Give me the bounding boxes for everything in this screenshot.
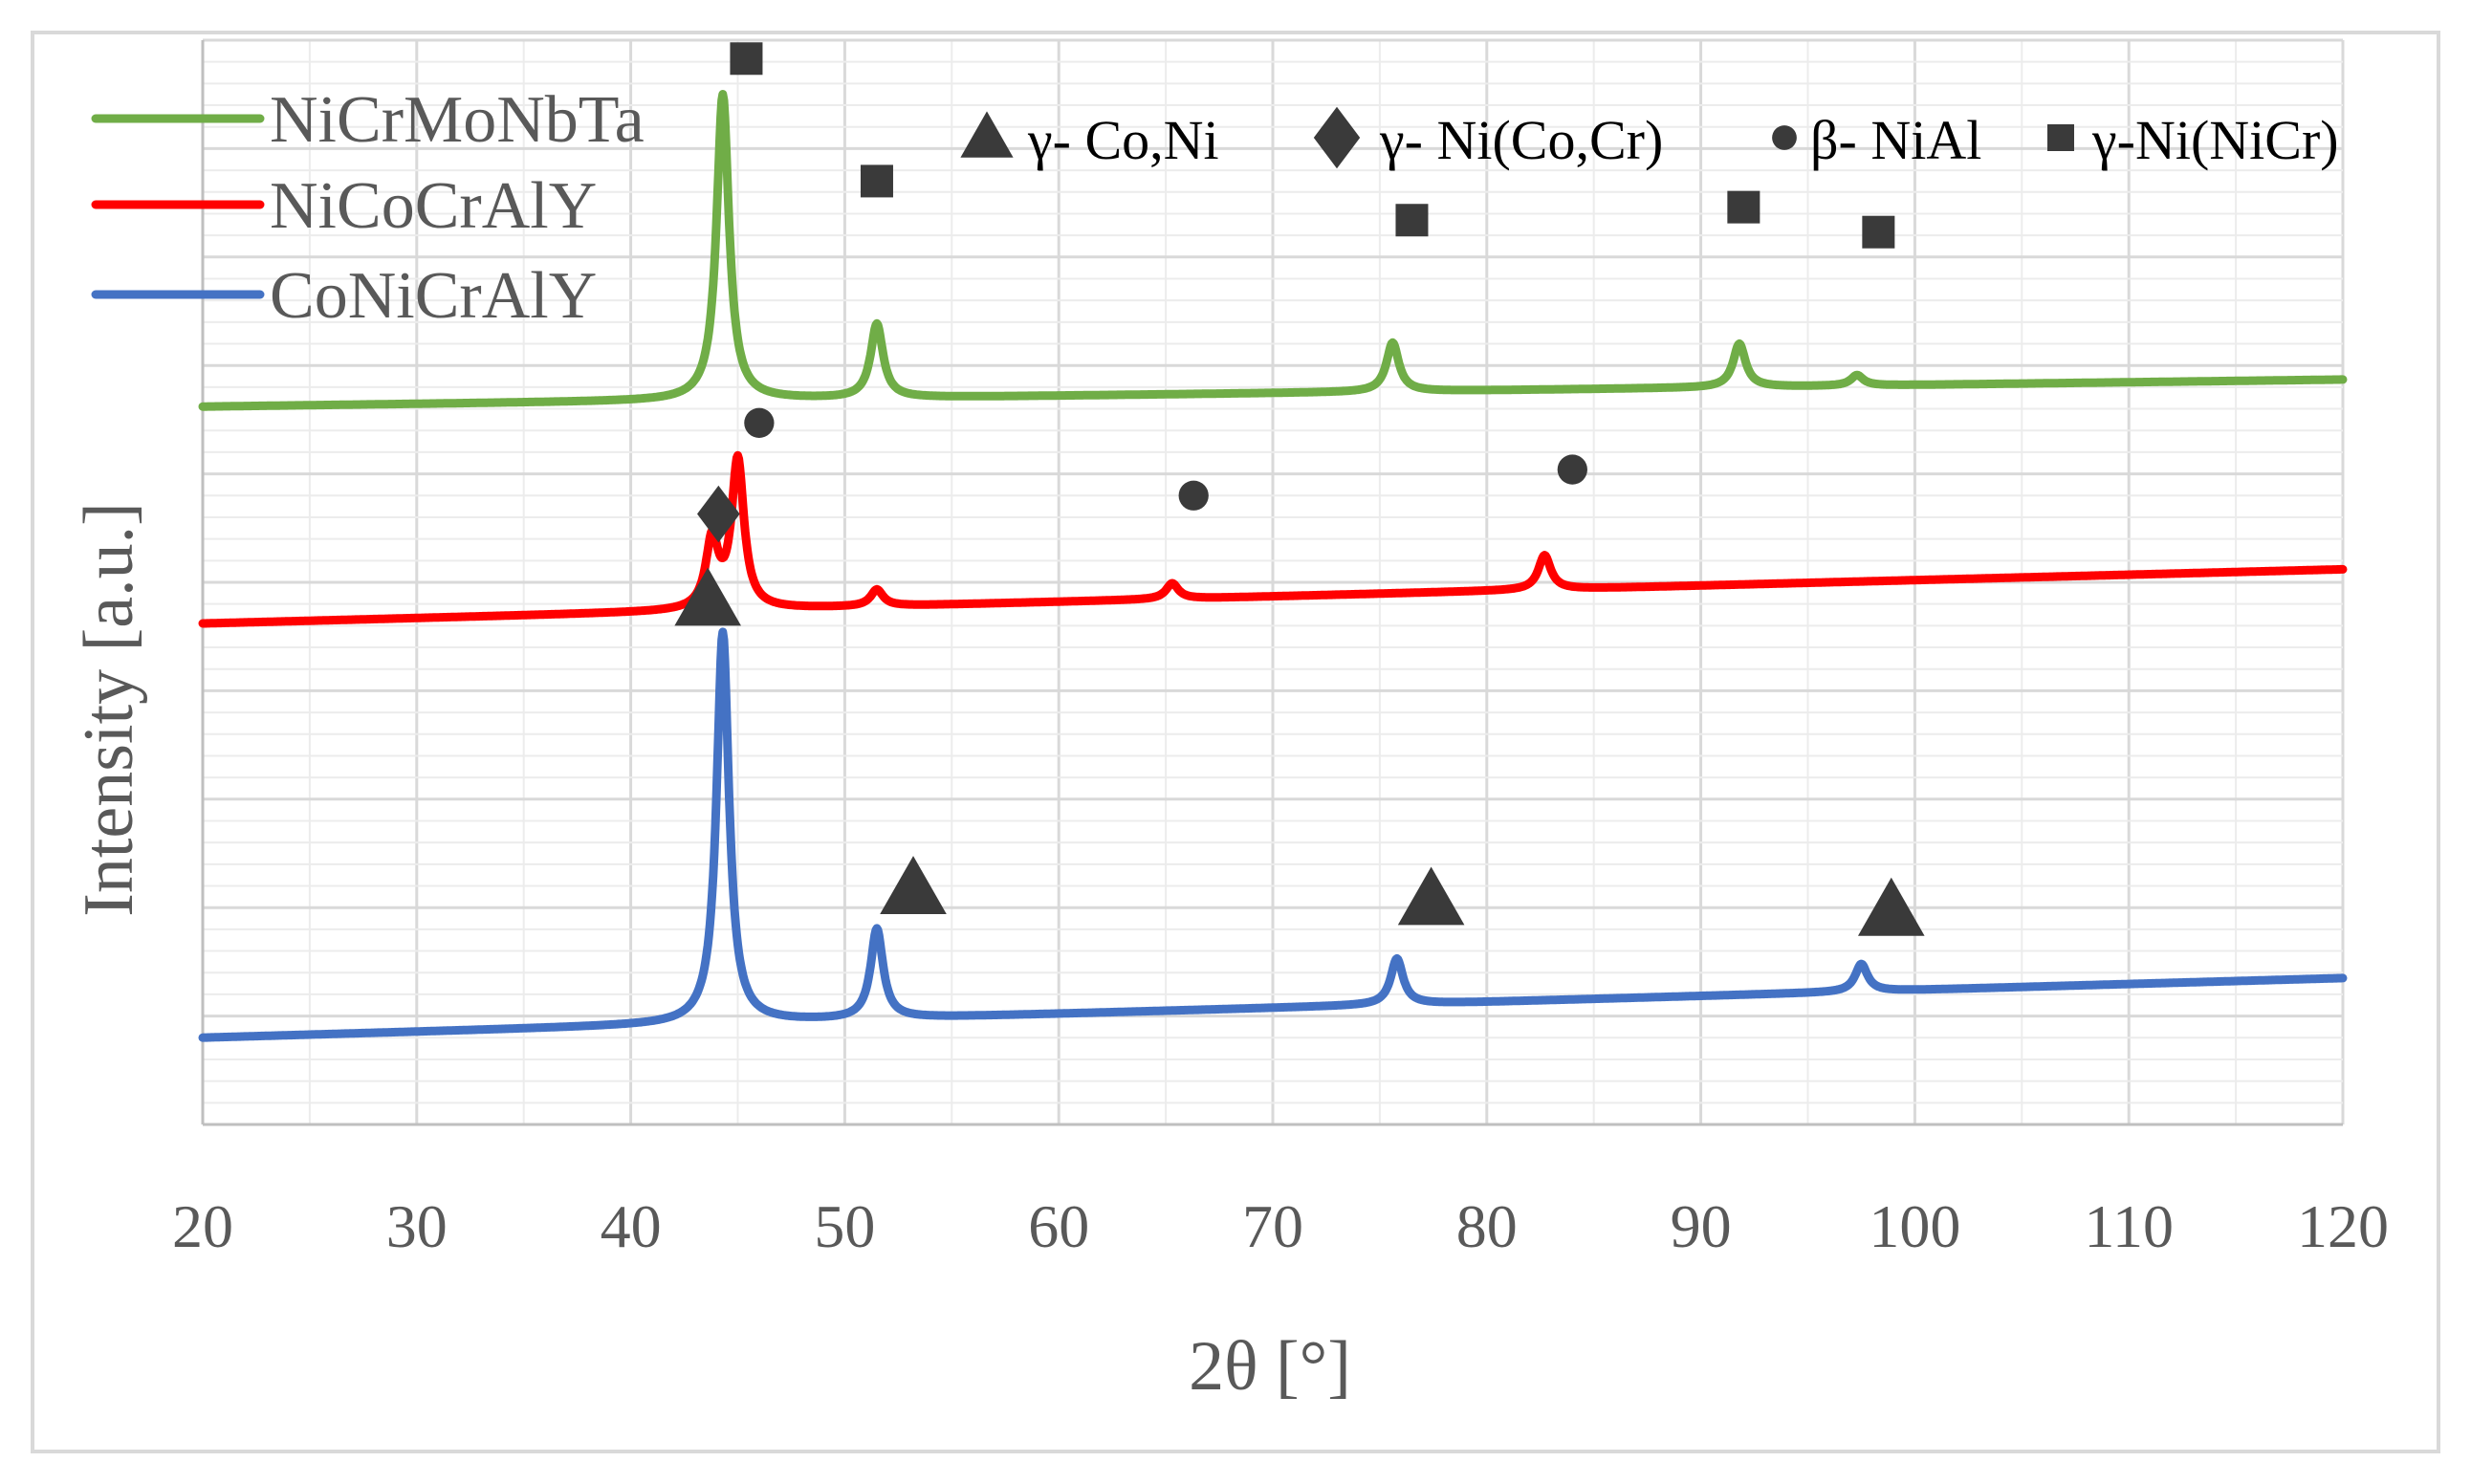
axes — [201, 40, 2343, 1126]
x-tick-label: 40 — [601, 1192, 662, 1260]
phase-legend-diamond-icon — [1313, 106, 1361, 169]
triangle-marker — [1857, 877, 1925, 936]
phase-legend-square-icon — [2047, 124, 2074, 151]
square-marker — [860, 164, 893, 198]
x-tick-label: 20 — [172, 1192, 233, 1260]
legend-label-nicocraly: NiCoCrAlY — [270, 169, 597, 243]
phase-legend-triangle-icon — [960, 111, 1014, 158]
square-marker — [730, 42, 763, 76]
x-tick-label: 70 — [1242, 1192, 1303, 1260]
phase-markers — [674, 42, 1925, 936]
series-line-nicrmonbta — [198, 90, 2348, 411]
x-tick-label: 100 — [1869, 1192, 1960, 1260]
phase-legend: γ- Co,Ni γ- Ni(Co,Cr) β- NiAl γ-Ni(NiCr) — [960, 106, 2339, 171]
y-axis-title: Intensity [a.u.] — [70, 502, 148, 917]
circle-marker — [744, 407, 775, 438]
legend-label-conicraly: CoNiCrAlY — [270, 259, 597, 333]
square-marker — [1862, 215, 1895, 249]
x-tick-label: 90 — [1671, 1192, 1732, 1260]
x-tick-label: 120 — [2297, 1192, 2389, 1260]
triangle-marker — [1397, 866, 1465, 926]
phase-legend-circle-icon — [1772, 125, 1797, 150]
chart-frame — [31, 31, 2440, 1453]
x-tick-label: 110 — [2084, 1192, 2174, 1260]
series-line-nicocraly — [198, 450, 2348, 628]
circle-marker — [1178, 480, 1209, 511]
x-axis-title: 2θ [°] — [1189, 1327, 1351, 1406]
x-tick-label: 80 — [1456, 1192, 1518, 1260]
phase-legend-label: γ- Co,Ni — [1027, 109, 1219, 171]
triangle-marker — [880, 856, 947, 915]
x-tick-label: 30 — [386, 1192, 448, 1260]
phase-legend-label: β- NiAl — [1810, 109, 1981, 171]
x-tick-label: 50 — [814, 1192, 875, 1260]
legend-label-nicrmonbta: NiCrMoNbTa — [270, 83, 645, 157]
x-tick-labels: 20 30 40 50 60 70 80 90 100 110 120 — [172, 1192, 2389, 1260]
phase-legend-label: γ-Ni(NiCr) — [2091, 109, 2339, 171]
triangle-marker — [674, 567, 741, 626]
square-marker — [1727, 190, 1760, 224]
circle-marker — [1557, 454, 1587, 485]
phase-legend-label: γ- Ni(Co,Cr) — [1379, 109, 1663, 171]
x-tick-label: 60 — [1028, 1192, 1089, 1260]
series-legend: NiCrMoNbTa NiCoCrAlY CoNiCrAlY — [91, 83, 645, 333]
series-line-conicraly — [198, 627, 2348, 1042]
square-marker — [1395, 204, 1429, 237]
diamond-marker — [697, 485, 740, 543]
series-lines — [198, 90, 2348, 1042]
